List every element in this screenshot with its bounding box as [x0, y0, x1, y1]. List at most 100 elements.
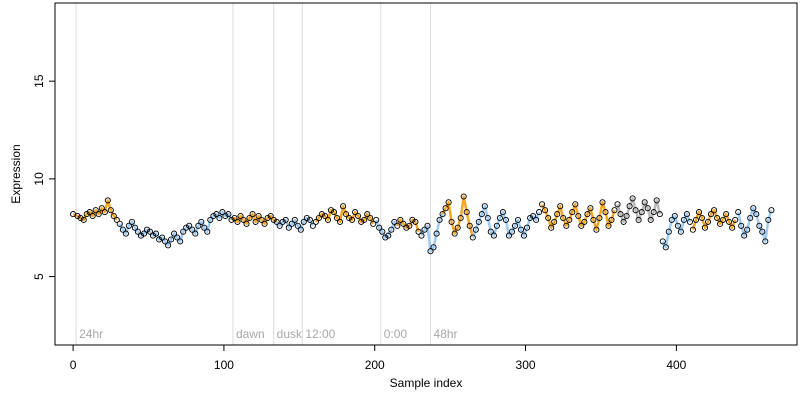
data-point — [674, 222, 681, 229]
data-point — [134, 228, 141, 235]
data-point — [463, 209, 470, 216]
marker-label: dawn — [236, 327, 265, 341]
x-tick-label: 300 — [516, 358, 536, 372]
data-point — [487, 228, 494, 235]
marker-label: 0:00 — [384, 327, 408, 341]
data-point — [210, 212, 217, 220]
data-point — [415, 228, 422, 235]
data-point — [177, 238, 184, 245]
data-point — [530, 212, 537, 220]
data-point — [116, 220, 123, 227]
data-point — [695, 209, 703, 216]
data-point — [373, 216, 380, 223]
data-point — [614, 201, 621, 208]
data-point — [315, 214, 322, 222]
data-point — [165, 242, 172, 249]
data-point — [370, 220, 377, 227]
data-point — [584, 211, 591, 218]
data-point — [409, 216, 416, 223]
x-tick-label: 100 — [214, 358, 234, 372]
data-point — [548, 224, 555, 231]
plot-frame — [54, 2, 798, 346]
data-point — [747, 214, 754, 222]
data-points — [70, 193, 775, 255]
x-tick-label: 400 — [666, 358, 686, 372]
data-point — [566, 216, 573, 223]
data-point — [231, 214, 238, 222]
data-point — [189, 226, 196, 233]
data-point — [291, 216, 298, 223]
data-point — [255, 212, 262, 220]
data-point — [433, 230, 440, 237]
data-point — [527, 214, 534, 222]
data-point — [343, 211, 350, 218]
data-point — [677, 228, 684, 235]
data-point — [306, 216, 313, 223]
trend-segment — [736, 206, 773, 243]
data-point — [321, 212, 329, 220]
data-point — [86, 209, 93, 216]
data-point — [162, 238, 169, 245]
data-point — [388, 226, 395, 233]
data-point — [460, 193, 467, 200]
trend-segment — [441, 195, 475, 238]
data-point — [665, 228, 672, 235]
data-point — [638, 209, 645, 216]
data-point — [536, 209, 543, 216]
data-point — [647, 216, 654, 223]
data-point — [551, 218, 558, 225]
data-point — [333, 214, 341, 222]
data-point — [77, 214, 84, 222]
data-point — [382, 234, 389, 241]
data-point — [653, 197, 660, 204]
data-point — [707, 211, 715, 218]
data-point — [590, 216, 597, 223]
data-point — [508, 228, 516, 235]
data-point — [412, 218, 419, 225]
y-tick-label: 15 — [32, 74, 46, 88]
data-point — [101, 209, 108, 216]
data-point — [385, 232, 392, 239]
data-point — [608, 216, 615, 223]
data-point — [406, 222, 413, 229]
data-point — [611, 207, 618, 214]
trend-segment — [540, 201, 616, 231]
data-point — [457, 214, 464, 222]
y-tick-label: 10 — [32, 172, 46, 186]
data-point — [216, 214, 223, 222]
data-point — [505, 232, 512, 239]
y-axis-label: Expression — [9, 144, 23, 203]
trend-segment — [230, 212, 278, 226]
data-point — [219, 209, 226, 216]
data-point — [439, 211, 446, 218]
data-point — [698, 214, 706, 222]
data-point — [183, 224, 190, 231]
trend-segment — [471, 204, 541, 238]
data-point — [738, 222, 745, 229]
data-point — [511, 222, 519, 229]
data-point — [376, 224, 383, 231]
trend-segment — [616, 197, 662, 224]
data-point — [110, 212, 117, 220]
data-point — [279, 218, 286, 225]
data-point — [336, 218, 344, 225]
data-point — [234, 218, 241, 225]
data-point — [484, 214, 491, 222]
data-point — [303, 214, 310, 222]
data-point — [768, 207, 775, 214]
data-point — [140, 230, 148, 237]
data-point — [641, 199, 648, 206]
data-point — [683, 211, 690, 218]
trend-segment — [661, 212, 692, 249]
data-point — [252, 218, 259, 225]
data-point — [131, 224, 138, 231]
data-point — [222, 212, 229, 220]
data-point — [237, 212, 244, 220]
data-point — [593, 226, 600, 233]
data-point — [762, 238, 769, 245]
data-point — [502, 216, 509, 223]
data-point — [692, 216, 700, 223]
trend-segment — [118, 210, 233, 247]
data-point — [451, 230, 458, 237]
data-point — [662, 244, 669, 251]
